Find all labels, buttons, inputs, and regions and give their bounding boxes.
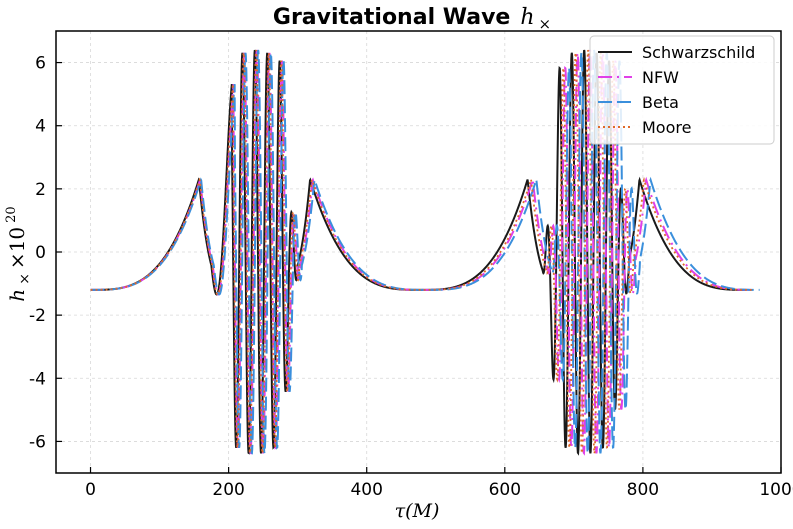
x-tick-label: 0 [85, 480, 96, 500]
grid-lines [56, 31, 782, 473]
y-tick-label: -6 [29, 432, 46, 452]
y-axis-label: h × ×10 20 [4, 206, 33, 301]
x-tick-label: 400 [350, 480, 382, 500]
x-tick-label: 600 [489, 480, 521, 500]
legend-label: NFW [642, 68, 679, 87]
legend-label: Beta [642, 93, 679, 112]
x-axis-label: τ(M) [395, 500, 440, 522]
x-tick-label: 1000 [759, 480, 793, 500]
y-tick-label: 6 [35, 54, 46, 74]
y-tick-label: 4 [35, 117, 46, 137]
series-line-beta [90, 49, 760, 456]
legend-label: Moore [642, 118, 691, 137]
legend-label: Schwarzschild [642, 43, 755, 62]
chart-title: Gravitational Wave h × [273, 5, 551, 33]
x-tick-label: 200 [212, 480, 244, 500]
y-tick-label: 2 [35, 180, 46, 200]
legend-box [589, 35, 775, 145]
y-tick-label: -4 [29, 369, 46, 389]
x-tick-label: 800 [627, 480, 659, 500]
series-layer [90, 49, 760, 456]
axis-ticks: 0 200 400 600 800 1000 6 4 2 0 -2 -4 -6 [29, 54, 793, 500]
y-tick-label: -2 [29, 306, 46, 326]
y-tick-label: 0 [35, 243, 46, 263]
legend: Schwarzschild NFW Beta Moore [589, 35, 775, 145]
